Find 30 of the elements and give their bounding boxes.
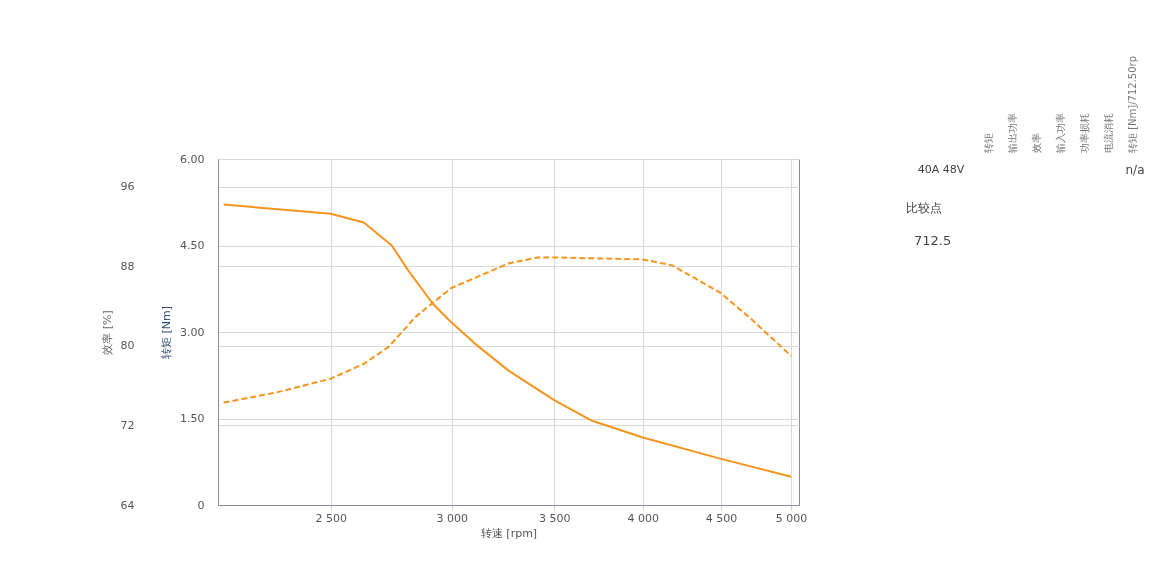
x-tick-label: 3 500 (538, 511, 571, 525)
y-tick-label: 6.00 (180, 152, 205, 166)
y2-tick-label: 72 (120, 418, 135, 432)
text: 功率损耗 (1079, 113, 1090, 153)
y-tick-label: 3.00 (180, 325, 205, 339)
y-axis-title: 转矩 [Nm] (160, 305, 174, 360)
text: 转矩 [Nm]/712.50rp (1127, 55, 1138, 153)
text: 转矩 (983, 133, 994, 153)
text: n/a (1125, 163, 1145, 177)
text: 效率 (1031, 133, 1042, 153)
x-tick-label: 4 500 (705, 511, 738, 525)
y-tick-label: 1.50 (180, 412, 205, 425)
text: 比较点 (906, 201, 942, 215)
y2-tick-label: 64 (120, 498, 135, 512)
text: 输出功率 (1007, 113, 1018, 153)
text: 电流消耗 (1103, 113, 1114, 153)
text: 输入功率 (1055, 113, 1066, 153)
text: 712.5 (914, 233, 952, 248)
x-tick-label: 5 000 (775, 511, 808, 525)
y-tick-label: 4.50 (180, 239, 205, 252)
y2-tick-label: 80 (120, 339, 135, 353)
x-tick-label: 3 000 (436, 511, 469, 525)
x-axis-title: 转速 [rpm] (480, 526, 538, 540)
x-tick-label: 4 000 (627, 511, 660, 525)
y2-tick-label: 88 (120, 259, 135, 273)
y-tick-label: 0 (197, 498, 205, 512)
y2-tick-label: 96 (120, 180, 135, 194)
text: 40A 48V (917, 163, 965, 176)
x-tick-label: 2 500 (315, 511, 347, 525)
y2-axis-title: 效率 [%] (100, 310, 114, 355)
